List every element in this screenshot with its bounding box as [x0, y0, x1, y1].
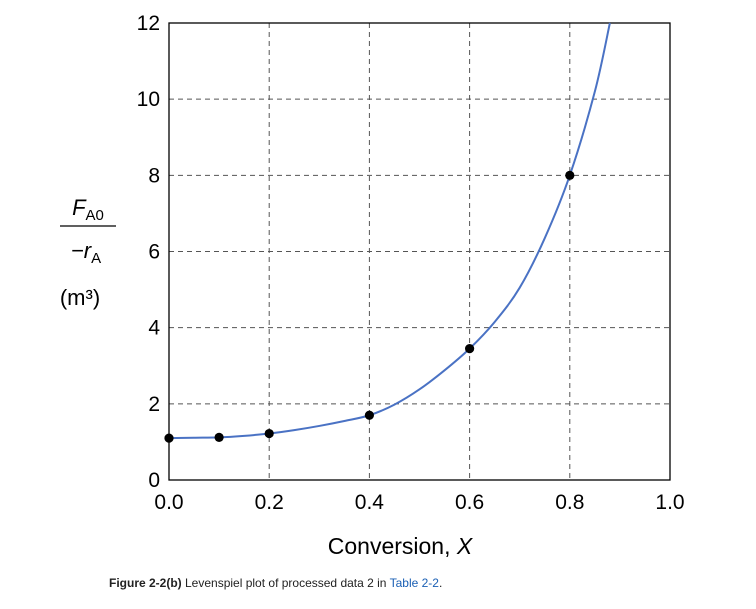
x-tick-label: 0.4 [355, 491, 385, 514]
y-tick-label: 2 [148, 393, 160, 416]
y-axis-units: (m³) [60, 285, 100, 310]
x-tick-labels: 0.0 0.2 0.4 0.6 0.8 1.0 [154, 491, 684, 514]
x-axis-title-text: Conversion, [328, 533, 457, 559]
data-point [214, 432, 224, 442]
y-axis-numerator-main: F [72, 195, 87, 220]
y-tick-label: 4 [148, 317, 160, 340]
data-point [465, 344, 475, 354]
grid-lines [169, 23, 670, 480]
y-tick-label: 10 [137, 88, 160, 111]
data-point [264, 428, 274, 439]
data-point [565, 170, 575, 180]
x-axis-title-variable: X [456, 533, 474, 559]
y-axis-denominator: −rA [71, 238, 101, 267]
y-axis-numerator-sub: A0 [86, 207, 104, 224]
y-tick-label: 12 [137, 12, 160, 35]
figure-caption: Figure 2-2(b) Levenspiel plot of process… [109, 576, 442, 590]
x-tick-label: 1.0 [655, 491, 684, 514]
plot-frame [168, 22, 671, 481]
y-axis-denominator-main: −r [71, 238, 93, 263]
y-axis-numerator: FA0 [72, 195, 104, 224]
y-tick-label: 6 [148, 241, 160, 264]
x-tick-label: 0.0 [154, 491, 183, 514]
x-axis-title: Conversion, X [328, 533, 474, 559]
fit-curve [168, 22, 611, 440]
table-link[interactable]: Table 2-2 [389, 576, 439, 590]
data-point [164, 433, 174, 443]
data-point [364, 410, 374, 420]
figure-caption-label: Figure 2-2(b) [109, 576, 182, 590]
x-tick-label: 0.6 [455, 491, 484, 514]
x-tick-label: 0.8 [555, 491, 584, 514]
y-axis-title: FA0 −rA (m³) [60, 195, 116, 310]
y-axis-denominator-sub: A [91, 250, 101, 267]
y-tick-label: 0 [148, 469, 160, 492]
y-tick-labels: 0 2 4 6 8 10 12 [137, 12, 161, 492]
x-tick-label: 0.2 [255, 491, 284, 514]
data-points [164, 170, 575, 443]
y-tick-label: 8 [148, 164, 160, 187]
figure-caption-end: . [438, 576, 443, 590]
figure-caption-text: Levenspiel plot of processed data 2 in [181, 576, 390, 590]
